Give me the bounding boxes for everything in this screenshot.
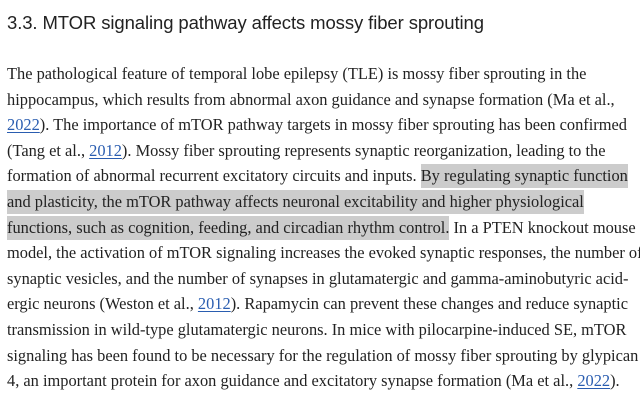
text-segment: In a PTEN knockout mouse (449, 217, 636, 237)
citation-link-weston-2012[interactable]: 2012 (197, 294, 231, 314)
paragraph-line: (Tang et al., 2012). Mossy fiber sprouti… (7, 138, 605, 164)
citation-link-ma-2022[interactable]: 2022 (7, 115, 40, 135)
text-segment: ergic neurons (Weston et al., (7, 294, 198, 314)
paragraph-line: synaptic vesicles, and the number of syn… (7, 266, 628, 292)
text-segment: 4, an important protein for axon guidanc… (7, 371, 578, 391)
text-segment: model, the activation of mTOR signaling … (7, 243, 640, 263)
text-segment: ). Mossy fiber sprouting represents syna… (121, 140, 606, 160)
citation-link-tang-2012[interactable]: 2012 (89, 140, 122, 160)
text-segment: ). Rapamycin can prevent these changes a… (230, 294, 629, 314)
paragraph-line: hippocampus, which results from abnormal… (7, 87, 615, 113)
section-heading: 3.3. MTOR signaling pathway affects moss… (7, 12, 484, 33)
paragraph-line: 4, an important protein for axon guidanc… (7, 368, 620, 394)
paragraph-line: model, the activation of mTOR signaling … (7, 240, 640, 266)
text-segment: signaling has been found to be necessary… (7, 345, 639, 365)
text-segment: transmission in wild-type glutamatergic … (7, 320, 627, 339)
paragraph-line: formation of abnormal recurrent excitato… (7, 163, 628, 189)
paragraph-line: transmission in wild-type glutamatergic … (7, 317, 626, 343)
text-segment: synaptic vesicles, and the number of syn… (7, 268, 629, 288)
highlighted-text[interactable]: and plasticity, the mTOR pathway affects… (7, 190, 584, 214)
text-segment: (Tang et al., (7, 140, 90, 160)
paragraph-line: The pathological feature of temporal lob… (7, 61, 586, 87)
text-segment: ). (610, 371, 620, 391)
text-segment: hippocampus, which results from abnormal… (7, 89, 615, 109)
paragraph-line: functions, such as cognition, feeding, a… (7, 215, 636, 241)
paragraph-line: 2022). The importance of mTOR pathway ta… (7, 112, 627, 138)
paragraph-line: and plasticity, the mTOR pathway affects… (7, 189, 584, 215)
text-segment: ). The importance of mTOR pathway target… (39, 115, 627, 135)
highlighted-text[interactable]: functions, such as cognition, feeding, a… (7, 215, 450, 240)
paragraph-line: ergic neurons (Weston et al., 2012). Rap… (7, 291, 628, 317)
paragraph-line: signaling has been found to be necessary… (7, 343, 638, 369)
highlighted-text[interactable]: By regulating synaptic function (420, 164, 628, 189)
text-segment: The pathological feature of temporal lob… (7, 64, 587, 83)
text-segment: formation of abnormal recurrent excitato… (7, 166, 421, 186)
citation-link-ma-2022[interactable]: 2022 (577, 371, 611, 391)
